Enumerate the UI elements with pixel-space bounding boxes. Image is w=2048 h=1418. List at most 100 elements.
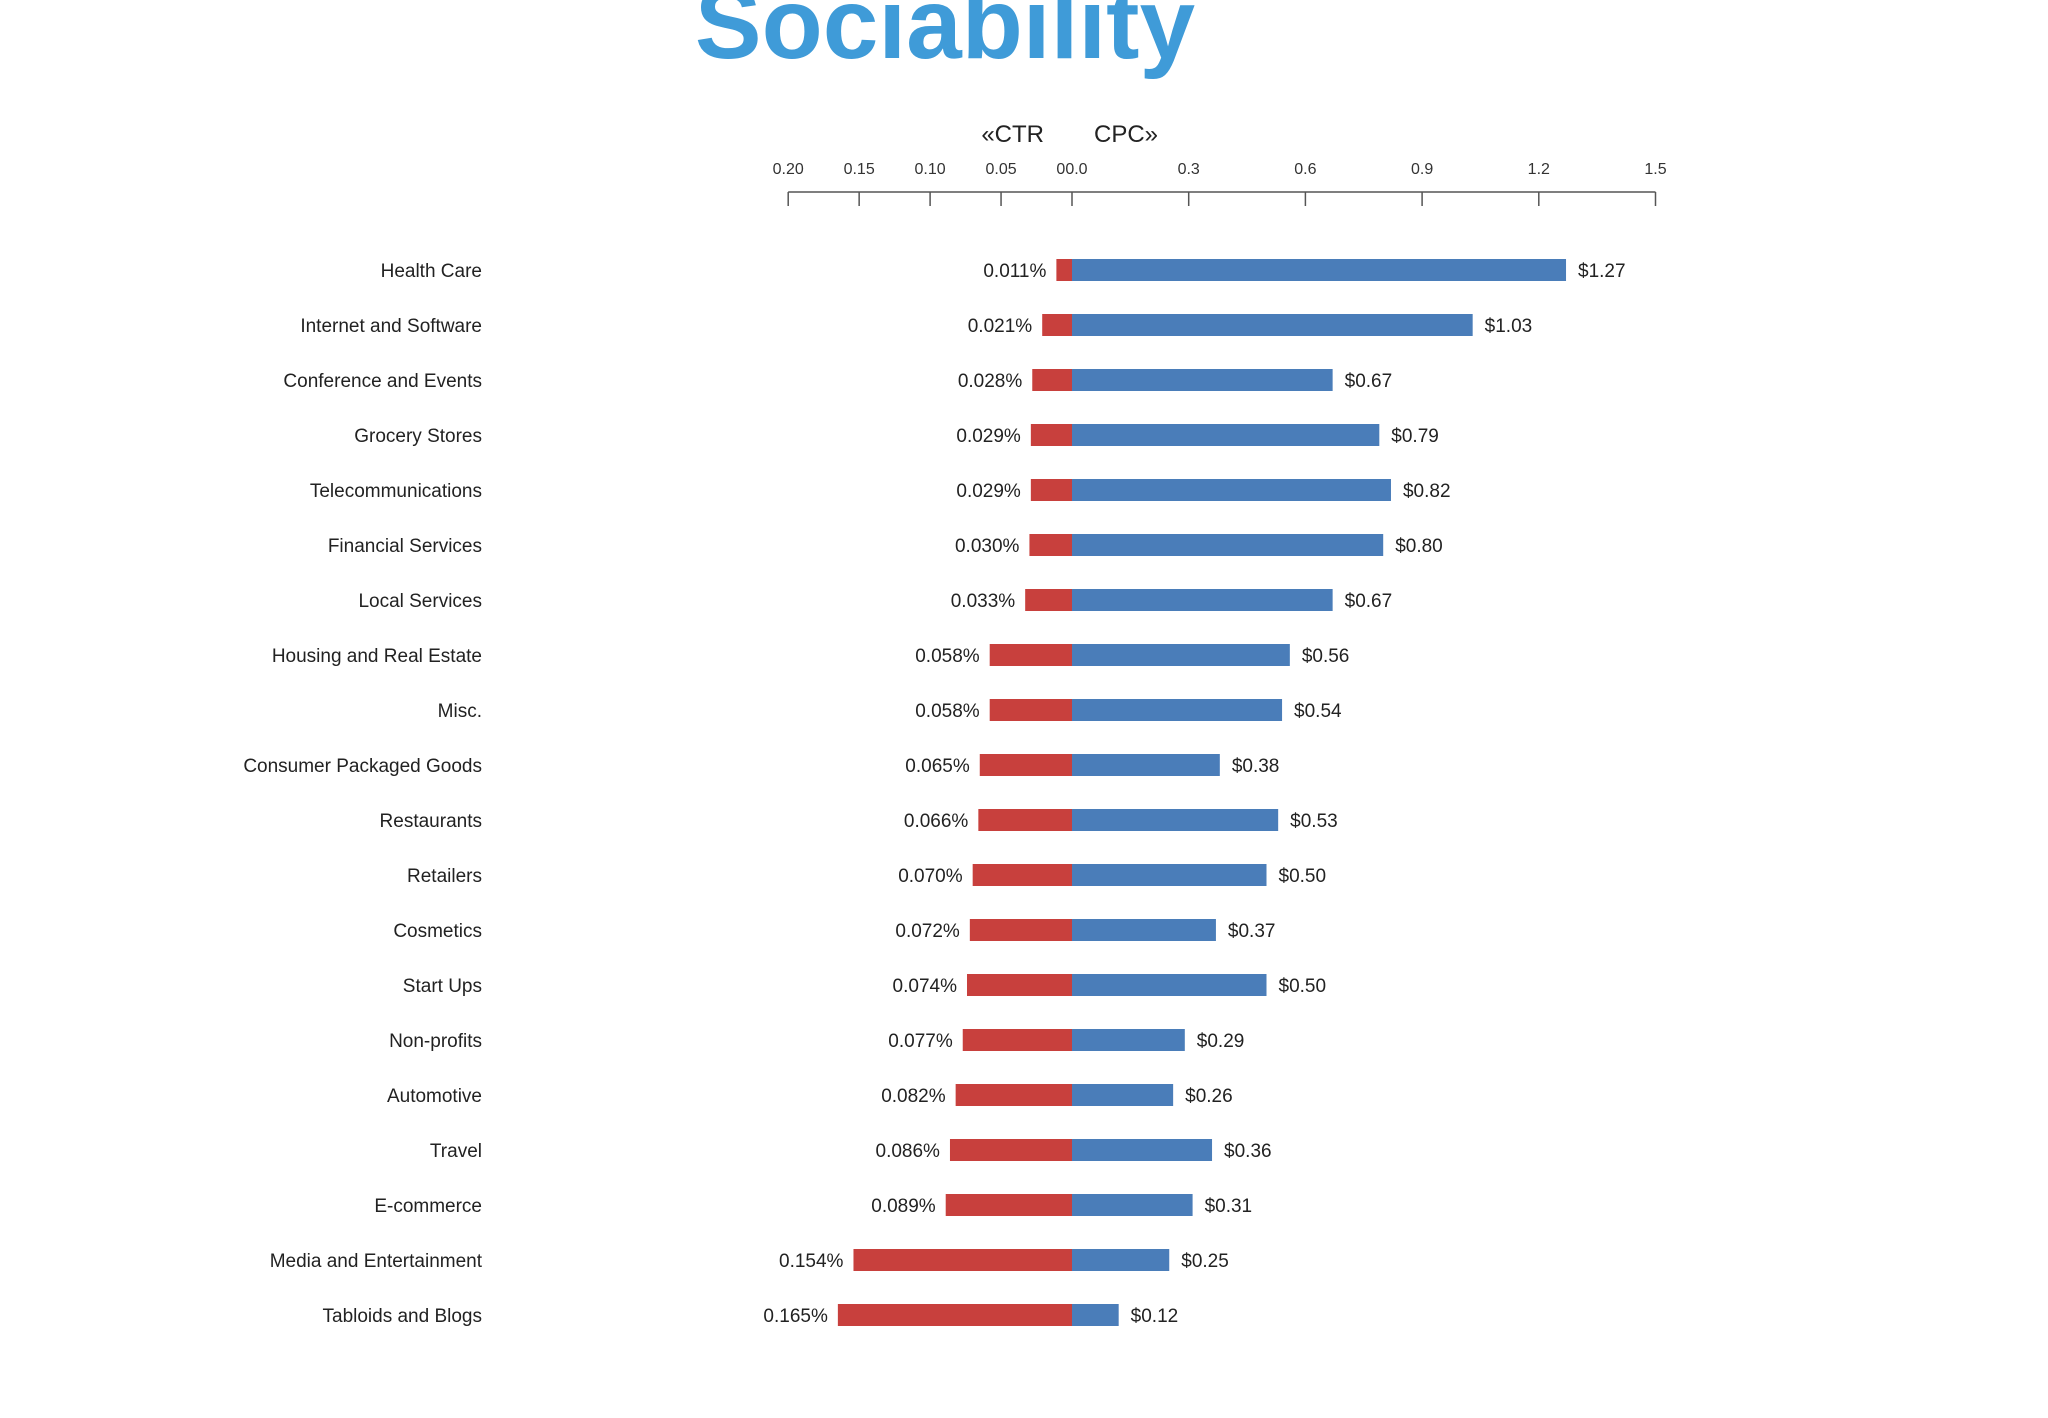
cpc-bar [1072,369,1333,391]
ctr-bar [955,1084,1072,1106]
ctr-value-label: 0.072% [895,921,960,942]
cpc-bar [1072,314,1473,336]
ctr-bar [978,809,1072,831]
cpc-value-label: $0.26 [1185,1086,1233,1107]
category-label: Telecommunications [310,481,482,502]
ctr-value-label: 0.028% [958,371,1023,392]
ctr-bar [1032,369,1072,391]
cpc-value-label: $0.67 [1345,591,1393,612]
category-label: Media and Entertainment [270,1251,483,1272]
cpc-bar [1072,754,1220,776]
cpc-value-label: $0.80 [1395,536,1443,557]
ctr-bar [853,1249,1072,1271]
ctr-tick-label: 0.20 [773,161,804,178]
ctr-value-label: 0.082% [881,1086,946,1107]
cpc-tick-label: 0.3 [1178,161,1200,178]
ctr-value-label: 0.070% [898,866,963,887]
category-label: Retailers [407,866,482,887]
cpc-value-label: $0.82 [1403,481,1451,502]
ctr-value-label: 0.165% [763,1306,828,1327]
cpc-bar [1072,699,1283,721]
category-label: Cosmetics [393,921,482,942]
ctr-value-label: 0.154% [779,1251,844,1272]
ctr-bar [989,644,1072,666]
cpc-tick-label: 0.9 [1411,161,1433,178]
cpc-bar [1072,1304,1119,1326]
category-label: Conference and Events [283,371,482,392]
cpc-value-label: $0.29 [1197,1031,1245,1052]
cpc-value-label: $0.67 [1345,371,1393,392]
category-label: Automotive [387,1086,482,1107]
category-label: Consumer Packaged Goods [243,756,482,777]
ctr-bar [1056,259,1072,281]
cpc-bar [1072,589,1333,611]
ctr-bar [949,1139,1072,1161]
cpc-bar [1072,534,1384,556]
cpc-value-label: $0.12 [1131,1306,1179,1327]
ctr-bar [1030,424,1072,446]
ctr-value-label: 0.030% [955,536,1020,557]
cpc-bar [1072,974,1267,996]
category-label: Non-profits [389,1031,482,1052]
category-label: Restaurants [380,811,482,832]
cpc-bar [1072,644,1290,666]
ctr-bar [945,1194,1072,1216]
cpc-bar [1072,809,1279,831]
ctr-bar [966,974,1072,996]
ctr-value-label: 0.066% [904,811,969,832]
ctr-value-label: 0.086% [876,1141,941,1162]
cpc-value-label: $0.79 [1391,426,1439,447]
cpc-value-label: $0.37 [1228,921,1276,942]
cpc-tick-label: 1.5 [1644,161,1666,178]
cpc-bar [1072,864,1267,886]
zero-tick-label: 00.0 [1056,161,1087,178]
ctr-axis-label: «CTR [981,121,1044,148]
ctr-value-label: 0.011% [983,261,1046,282]
ctr-bar [979,754,1072,776]
cpc-bar [1072,1139,1213,1161]
cpc-value-label: $1.03 [1485,316,1533,337]
ctr-bar [972,864,1072,886]
ctr-bar [1025,589,1072,611]
category-label: Local Services [358,591,482,612]
ctr-value-label: 0.058% [915,646,980,667]
cpc-value-label: $0.25 [1181,1251,1229,1272]
category-label: Tabloids and Blogs [323,1306,483,1327]
category-label: Financial Services [328,536,482,557]
cpc-axis-label: CPC» [1094,121,1158,148]
cpc-bar [1072,1029,1185,1051]
cpc-bar [1072,424,1380,446]
ctr-bar [962,1029,1072,1051]
category-label: Internet and Software [300,316,482,337]
cpc-value-label: $1.27 [1578,261,1626,282]
cpc-tick-label: 1.2 [1528,161,1550,178]
ctr-value-label: 0.089% [871,1196,936,1217]
category-labels: Health Care Internet and Software Conferen… [243,261,482,1327]
cpc-value-label: $0.38 [1232,756,1280,777]
ctr-value-label: 0.058% [915,701,980,722]
cpc-bar [1072,1084,1174,1106]
ctr-value-label: 0.029% [956,481,1021,502]
ctr-value-label: 0.033% [951,591,1016,612]
top-axis: «CTR CPC» 0.20 0.15 0.10 0.05 00.0 0.3 0.6 0.9 1.2… [773,121,1667,206]
cpc-bar [1072,1194,1193,1216]
category-label: Housing and Real Estate [272,646,482,667]
cpc-bar [1072,479,1391,501]
ctr-bar [989,699,1072,721]
ctr-value-label: 0.021% [968,316,1033,337]
bars: 0.011% $1.27 0.021% $1.03 0.028% $0.67 0.029% $… [763,259,1626,1327]
cpc-bar [1072,1249,1170,1271]
ctr-bar [837,1304,1072,1326]
cpc-bar [1072,919,1216,941]
ctr-bar [1042,314,1072,336]
chart-title: Sociability [694,0,1196,80]
cpc-value-label: $0.31 [1205,1196,1253,1217]
category-label: Grocery Stores [354,426,482,447]
ctr-tick-label: 0.10 [915,161,946,178]
ctr-tick-label: 0.15 [844,161,875,178]
ctr-value-label: 0.029% [956,426,1021,447]
cpc-value-label: $0.50 [1279,866,1327,887]
ctr-bar [969,919,1072,941]
cpc-tick-label: 0.6 [1294,161,1316,178]
cpc-bar [1072,259,1567,281]
